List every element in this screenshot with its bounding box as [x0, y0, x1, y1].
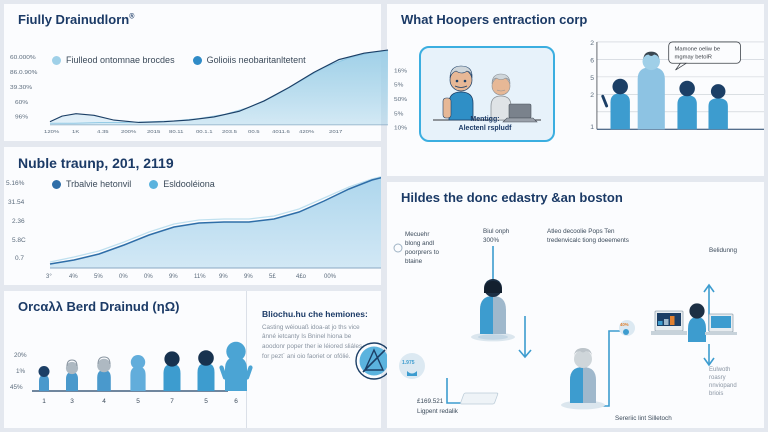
svg-text:nnviopand: nnviopand [709, 383, 737, 389]
svg-text:420%: 420% [299, 129, 315, 134]
svg-text:5£: 5£ [269, 274, 276, 280]
svg-text:Eulwoth: Eulwoth [709, 367, 730, 373]
svg-text:11%: 11% [194, 274, 206, 280]
svg-text:Mecuehr: Mecuehr [405, 231, 430, 238]
svg-text:31.54: 31.54 [8, 199, 25, 206]
svg-text:£169.521: £169.521 [417, 398, 444, 405]
svg-text:1: 1 [42, 398, 46, 405]
svg-text:120%: 120% [44, 129, 60, 134]
svg-text:2: 2 [590, 40, 594, 47]
svg-text:1%: 1% [16, 368, 26, 375]
svg-text:2015: 2015 [147, 129, 160, 134]
svg-text:Atleo decoolie Pops Ten: Atleo decoolie Pops Ten [547, 228, 615, 235]
svg-text:16%: 16% [394, 69, 407, 74]
svg-text:4%: 4% [69, 274, 78, 280]
svg-text:briois: briois [709, 391, 723, 397]
svg-text:9%: 9% [244, 274, 253, 280]
svg-text:2017: 2017 [329, 129, 342, 134]
svg-text:5%: 5% [394, 112, 403, 117]
svg-text:1: 1 [590, 124, 594, 131]
svg-text:1.975: 1.975 [402, 360, 415, 366]
svg-text:5.8C: 5.8C [12, 237, 26, 244]
svg-text:0%: 0% [144, 274, 153, 280]
svg-text:0.7: 0.7 [15, 255, 24, 262]
svg-text:poorprers to: poorprers to [405, 249, 439, 256]
svg-text:80.11: 80.11 [169, 129, 184, 134]
svg-text:6: 6 [590, 57, 594, 64]
svg-text:00%: 00% [324, 274, 337, 280]
svg-text:60.000%: 60.000% [10, 55, 36, 60]
svg-text:50%: 50% [394, 97, 407, 102]
svg-text:3°: 3° [46, 274, 52, 280]
svg-text:00.1.1: 00.1.1 [196, 129, 213, 134]
svg-text:4.35: 4.35 [97, 129, 109, 134]
svg-text:40%: 40% [620, 322, 629, 327]
svg-text:1K: 1K [72, 129, 80, 134]
svg-text:6: 6 [234, 398, 238, 405]
svg-text:5: 5 [590, 75, 594, 82]
svg-text:300%: 300% [483, 237, 500, 244]
svg-text:5: 5 [204, 398, 208, 405]
svg-text:9%: 9% [169, 274, 178, 280]
svg-text:5.16%: 5.16% [6, 180, 25, 187]
svg-text:blong andl: blong andl [405, 240, 434, 247]
svg-text:20%: 20% [14, 352, 27, 359]
svg-text:200%: 200% [121, 129, 137, 134]
svg-text:39.30%: 39.30% [10, 86, 32, 91]
svg-text:2: 2 [590, 92, 594, 99]
svg-text:00.5: 00.5 [248, 129, 260, 134]
svg-text:86.0.90%: 86.0.90% [10, 70, 37, 75]
svg-text:5%: 5% [394, 83, 403, 88]
svg-text:4: 4 [102, 398, 106, 405]
svg-text:5%: 5% [94, 274, 103, 280]
svg-text:btaine: btaine [405, 258, 423, 265]
svg-text:5: 5 [136, 398, 140, 405]
svg-text:203.5: 203.5 [222, 129, 237, 134]
svg-text:Sereriic lint Silletoch: Sereriic lint Silletoch [615, 415, 672, 422]
svg-text:45%: 45% [10, 384, 23, 391]
svg-text:9%: 9% [219, 274, 228, 280]
svg-text:tredenvicalc tiong doeements: tredenvicalc tiong doeements [547, 237, 629, 244]
svg-text:Mamone oeliw be: Mamone oeliw be [675, 47, 721, 53]
svg-text:4011.6: 4011.6 [272, 129, 290, 134]
svg-text:Belidunng: Belidunng [709, 247, 738, 254]
svg-text:2.36: 2.36 [12, 218, 25, 225]
svg-text:0%: 0% [119, 274, 128, 280]
svg-text:3: 3 [70, 398, 74, 405]
svg-text:Biul onph: Biul onph [483, 228, 510, 235]
svg-text:60%: 60% [15, 101, 28, 106]
svg-text:mgmay betolR: mgmay betolR [675, 54, 712, 60]
svg-text:10%: 10% [394, 126, 407, 131]
svg-text:roasry: roasry [709, 375, 726, 381]
svg-text:96%: 96% [15, 115, 28, 120]
svg-text:4£o: 4£o [296, 274, 307, 280]
svg-text:Ligpent redalik: Ligpent redalik [417, 408, 459, 415]
svg-text:7: 7 [170, 398, 174, 405]
